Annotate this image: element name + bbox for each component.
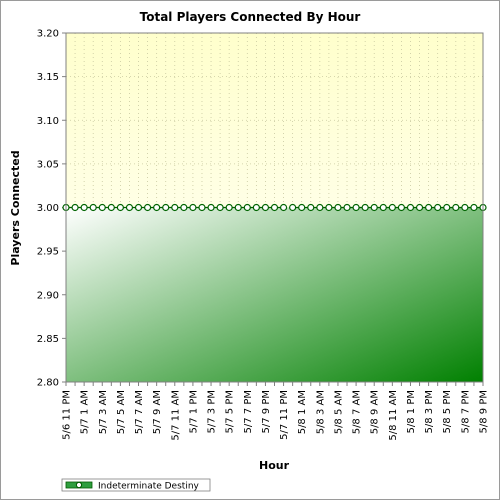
- x-tick-label: 5/7 5 PM: [225, 390, 236, 433]
- data-point-marker: [107, 203, 115, 212]
- data-point-marker: [343, 203, 351, 212]
- series-area: [66, 207, 483, 382]
- x-tick-label: 5/7 1 PM: [188, 390, 199, 433]
- data-point-marker: [370, 203, 378, 212]
- data-point-marker: [80, 203, 88, 212]
- x-tick-label: 5/7 7 AM: [134, 390, 145, 434]
- y-tick-label: 3.10: [37, 116, 59, 127]
- plot-border: [65, 32, 484, 383]
- data-point-marker: [89, 203, 97, 212]
- legend-box: [61, 478, 211, 492]
- x-tick-label: 5/7 3 PM: [207, 390, 218, 433]
- x-tick-label: 5/7 7 PM: [243, 390, 254, 433]
- data-point-marker: [334, 203, 342, 212]
- data-point-marker: [153, 203, 161, 212]
- x-tick-label: 5/8 1 AM: [297, 390, 308, 434]
- data-point-marker: [143, 203, 152, 212]
- data-point-marker: [125, 203, 134, 212]
- x-tick-label: 5/8 7 AM: [352, 390, 363, 434]
- y-tick-label: 3.20: [37, 29, 59, 40]
- data-point-marker: [216, 203, 224, 212]
- data-point-marker: [116, 203, 124, 212]
- x-tick-label: 5/8 1 PM: [406, 390, 417, 433]
- data-point-marker: [443, 203, 451, 212]
- x-tick-label: 5/8 11 AM: [388, 390, 399, 441]
- y-tick-label: 3.15: [37, 72, 59, 83]
- data-point-marker: [225, 203, 233, 212]
- y-axis-title: Players Connected: [9, 150, 22, 265]
- data-point-marker: [252, 203, 260, 212]
- data-point-marker: [234, 203, 242, 212]
- data-point-marker: [406, 203, 415, 212]
- data-point-marker: [279, 203, 288, 212]
- y-axis-ticks: 3.20 3.15 3.10 3.05 3.00 2.95 2.90 2.85 2.80: [37, 29, 66, 389]
- x-tick-label: 5/7 1 AM: [80, 390, 91, 434]
- y-tick-label: 2.80: [37, 378, 59, 389]
- y-tick-label: 2.95: [37, 247, 59, 258]
- area-layer: [66, 207, 483, 382]
- x-tick-label: 5/8 3 AM: [315, 390, 326, 434]
- data-point-marker: [434, 203, 442, 212]
- data-point-marker: [207, 203, 215, 212]
- data-point-marker: [243, 203, 251, 212]
- data-point-marker: [189, 203, 197, 212]
- data-point-marker: [325, 203, 333, 212]
- x-tick-label: 5/7 9 PM: [261, 390, 272, 433]
- data-point-marker: [270, 203, 279, 212]
- x-tick-label: 5/8 7 PM: [460, 390, 471, 433]
- x-tick-label: 5/8 5 PM: [442, 390, 453, 433]
- x-tick-label: 5/8 5 AM: [333, 390, 344, 434]
- data-point-marker: [388, 203, 396, 212]
- y-tick-label: 2.85: [37, 334, 59, 345]
- data-point-marker: [316, 203, 324, 212]
- data-point-marker: [452, 203, 460, 212]
- data-point-marker: [198, 203, 206, 212]
- data-point-marker: [415, 203, 424, 212]
- data-point-marker: [461, 203, 469, 212]
- x-tick-label: 5/7 11 AM: [170, 390, 181, 441]
- x-tick-label: 5/7 9 AM: [152, 390, 163, 434]
- x-tick-label: 5/8 3 PM: [424, 390, 435, 433]
- x-axis-title: Hour: [259, 459, 290, 472]
- legend: Indeterminate Destiny: [61, 478, 211, 492]
- data-point-marker: [180, 203, 188, 212]
- data-point-marker: [307, 203, 315, 212]
- data-point-marker: [425, 203, 433, 212]
- y-tick-label: 3.00: [37, 203, 59, 214]
- y-tick-label: 3.05: [37, 159, 59, 170]
- x-tick-label: 5/7 5 AM: [116, 390, 127, 434]
- x-tick-label: 5/7 3 AM: [98, 390, 109, 434]
- data-point-marker: [470, 203, 478, 212]
- data-point-marker: [98, 203, 106, 212]
- data-point-marker: [71, 203, 79, 212]
- x-tick-label: 5/8 9 PM: [479, 390, 490, 433]
- data-point-marker: [298, 203, 306, 212]
- legend-marker: [75, 481, 83, 489]
- data-point-marker: [134, 203, 143, 212]
- legend-label: Indeterminate Destiny: [98, 482, 200, 492]
- data-point-marker: [379, 203, 387, 212]
- data-point-marker: [162, 203, 170, 212]
- data-point-marker: [171, 203, 179, 212]
- x-tick-label: 5/6 11 PM: [62, 390, 73, 440]
- x-tick-label: 5/8 9 AM: [370, 390, 381, 434]
- y-tick-label: 2.90: [37, 290, 59, 301]
- data-point-marker: [289, 203, 297, 212]
- chart-title: Total Players Connected By Hour: [140, 10, 361, 24]
- x-tick-label: 5/7 11 PM: [279, 390, 290, 440]
- data-point-marker: [261, 203, 270, 212]
- data-point-marker: [352, 203, 360, 212]
- series-markers: [62, 203, 487, 212]
- data-point-marker: [397, 203, 406, 212]
- data-point-marker: [361, 203, 369, 212]
- x-axis-ticks: 5/6 11 PM 5/7 1 AM 5/7 3 AM 5/7 5 AM 5/7 7 A…: [62, 382, 490, 441]
